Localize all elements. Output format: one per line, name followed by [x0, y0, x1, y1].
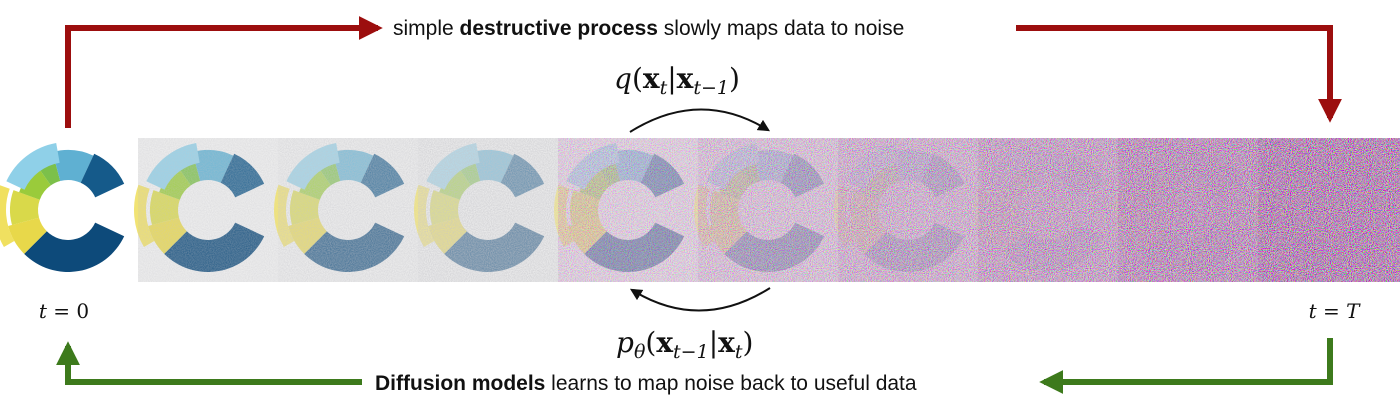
noise — [138, 138, 278, 282]
math-part: θ — [634, 341, 646, 363]
bottom-label: Diffusion models learns to map noise bac… — [375, 372, 917, 395]
noise — [978, 138, 1118, 282]
ring-segment — [0, 185, 15, 247]
noise-frame — [974, 138, 1118, 282]
noise-frame — [554, 138, 698, 282]
noise-frame — [693, 138, 838, 282]
ring-segment — [9, 190, 40, 226]
noise-frame — [834, 138, 978, 282]
end-label: t = T — [1309, 299, 1362, 323]
math-part: t — [39, 299, 48, 323]
math-part: p — [616, 326, 634, 359]
math-part: t — [1309, 299, 1318, 323]
math-part: = — [47, 299, 76, 323]
ring-segment — [6, 143, 60, 190]
noise — [838, 138, 978, 282]
ring-segment — [8, 217, 47, 254]
noise-frame — [1254, 138, 1400, 282]
math-part: q — [614, 62, 632, 95]
math-part: ( — [645, 326, 656, 359]
label-part: Diffusion models — [375, 372, 545, 395]
math-part: x — [718, 326, 735, 359]
ring-segment — [80, 153, 125, 198]
math-part: t−1 — [693, 77, 729, 99]
label-part: destructive process — [460, 17, 658, 40]
noise — [278, 138, 418, 282]
noise — [418, 138, 558, 282]
math-part: | — [667, 62, 676, 95]
ring-segment — [19, 167, 51, 200]
math-part: t — [735, 341, 743, 363]
reverse-arrow — [1039, 338, 1333, 394]
reverse-arrow — [56, 341, 362, 385]
math-part: ) — [742, 326, 753, 359]
ring-segment — [24, 222, 125, 272]
forward-arrow — [65, 16, 383, 128]
top-label: simple destructive process slowly maps d… — [393, 17, 904, 40]
noise-frame — [0, 143, 125, 272]
noise — [698, 138, 838, 282]
math-part: 0 — [76, 299, 89, 323]
math-part: = — [1317, 299, 1346, 323]
forward-curve — [629, 108, 771, 133]
math-part: t−1 — [673, 341, 709, 363]
math-part: ) — [729, 62, 740, 95]
image-strip — [0, 138, 1400, 282]
c-shape — [0, 143, 125, 272]
math-part: | — [709, 326, 718, 359]
noise-frame — [134, 138, 278, 282]
ring-segment — [52, 150, 94, 183]
math-part: x — [677, 62, 694, 95]
math-part: t — [660, 77, 668, 99]
math-part: x — [643, 62, 660, 95]
label-part: slowly maps data to noise — [658, 17, 904, 40]
noise-frame — [414, 138, 558, 282]
noise-frame — [273, 138, 418, 282]
noise — [558, 138, 698, 282]
noise — [1118, 138, 1258, 282]
reverse-formula: pθ(xt−1|xt) — [616, 326, 753, 363]
math-part: ( — [632, 62, 643, 95]
start-label: t = 0 — [39, 299, 89, 323]
label-part: learns to map noise back to useful data — [545, 372, 917, 395]
math-part: T — [1346, 299, 1361, 323]
noise — [1258, 138, 1400, 282]
reverse-curve — [629, 287, 771, 312]
forward-formula: q(xt|xt−1) — [614, 62, 740, 99]
forward-arrow — [1016, 25, 1342, 123]
noise-frame — [1114, 138, 1258, 282]
label-part: simple — [393, 17, 460, 40]
math-part: x — [656, 326, 673, 359]
